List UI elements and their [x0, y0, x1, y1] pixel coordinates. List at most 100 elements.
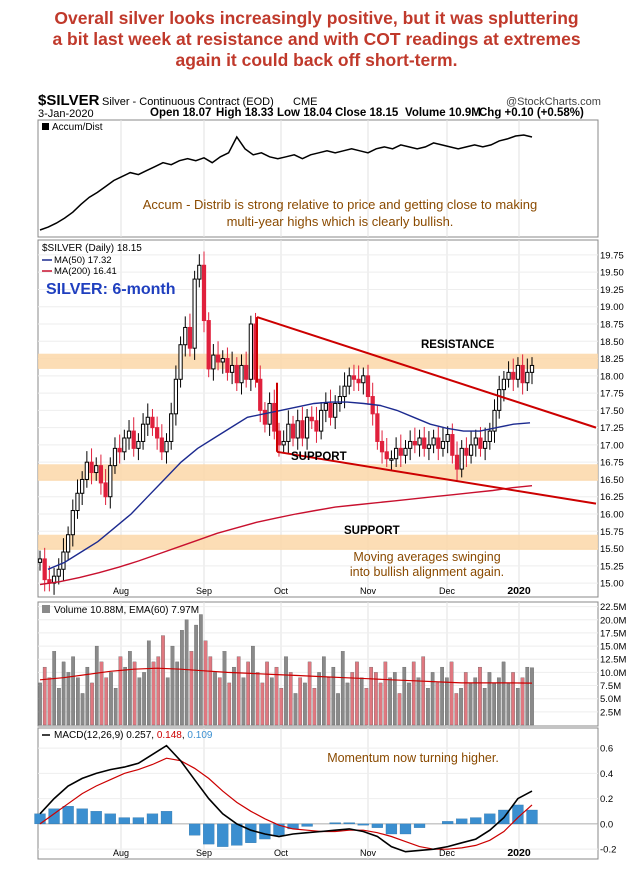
candle-body — [525, 371, 530, 384]
macd-x-tick-4: Dec — [439, 848, 456, 858]
candle-body — [487, 430, 492, 442]
price-y-tick-15: 16.00 — [600, 510, 624, 521]
candle-body — [206, 320, 211, 370]
volume-bar — [184, 619, 189, 726]
volume-bar — [146, 640, 151, 726]
candle-body — [520, 364, 525, 384]
macd-histogram-bar — [470, 817, 482, 825]
volume-bar — [473, 677, 478, 726]
volume-bar — [449, 661, 454, 726]
volume-bar — [515, 688, 520, 726]
volume-bar — [194, 624, 198, 726]
candle-body — [281, 440, 286, 446]
macd-histogram-bar — [371, 823, 383, 828]
candle-body — [169, 413, 174, 442]
price-y-tick-1: 19.50 — [600, 268, 624, 279]
candle-body — [515, 364, 521, 380]
headline-line-1: Overall silver looks increasingly positi… — [54, 8, 579, 28]
candle-body — [286, 423, 291, 442]
price-y-tick-19: 15.00 — [600, 579, 624, 590]
volume-bar — [440, 666, 444, 726]
volume-bar — [530, 667, 534, 726]
candle-body — [262, 409, 268, 425]
candle-body — [215, 354, 221, 363]
volume-legend: Volume 10.88M, EMA(60) 7.97M — [54, 605, 199, 616]
price-y-tick-13: 16.50 — [600, 475, 624, 486]
volume-bar — [123, 666, 127, 726]
candle-body — [98, 465, 104, 484]
macd-signal-line — [39, 757, 533, 850]
volume-bar — [246, 661, 250, 726]
price-y-tick-5: 18.50 — [600, 337, 624, 348]
price-y-tick-7: 18.00 — [600, 371, 624, 382]
volume-bar — [208, 656, 213, 726]
candle-body — [187, 326, 193, 349]
volume-bar — [57, 688, 61, 726]
volume-y-tick-7: 5.0M — [600, 694, 621, 705]
volume-bar — [378, 682, 383, 726]
candle-body — [422, 437, 427, 449]
volume-bar — [288, 672, 293, 726]
candle-body — [408, 440, 413, 449]
chart-symbol: $SILVER — [38, 92, 100, 109]
volume-y-tick-2: 17.5M — [600, 628, 626, 639]
volume-bar — [525, 666, 530, 726]
volume-bar — [435, 682, 440, 726]
macd-x-tick-0: Aug — [113, 848, 129, 858]
volume-bar — [227, 682, 232, 726]
upper-trendline — [256, 316, 597, 429]
volume-bar — [369, 666, 373, 726]
volume-bar — [374, 672, 378, 726]
ma50-line — [47, 401, 531, 570]
candle-body — [309, 416, 314, 422]
macd-histogram-bar — [442, 821, 454, 825]
macd-panel — [37, 727, 599, 860]
candle-body — [108, 465, 113, 498]
macd-y-tick-3: 0.0 — [600, 819, 613, 830]
candle-body — [459, 447, 464, 470]
volume-bar — [175, 661, 180, 726]
chart-instrument-name: Silver - Continuous Contract (EOD) — [102, 96, 274, 108]
candle-body — [239, 364, 244, 384]
candle-body — [248, 323, 253, 380]
macd-histogram-bar — [118, 817, 130, 825]
volume-bar — [203, 640, 208, 726]
resistance-label: RESISTANCE — [421, 339, 495, 351]
candle-body — [229, 364, 235, 373]
candle-body — [483, 440, 488, 449]
ohlc-low: Low 18.04 — [277, 107, 332, 119]
macd-y-tick-1: 0.4 — [600, 769, 613, 780]
price-panel — [37, 239, 599, 598]
volume-bar — [71, 656, 75, 726]
macd-legend: MACD(12,26,9) 0.257, 0.148, 0.109 — [54, 730, 213, 741]
macd-histogram-bar — [385, 823, 398, 835]
macd-histogram-bar — [146, 813, 159, 825]
volume-bar — [199, 614, 203, 726]
candle-body — [356, 378, 361, 384]
price-y-tick-3: 19.00 — [600, 302, 624, 313]
volume-bar — [213, 672, 217, 726]
candle-body — [155, 427, 160, 439]
candle-body — [304, 416, 310, 439]
volume-bar — [42, 666, 47, 726]
volume-bar — [104, 677, 109, 726]
candle-body — [337, 396, 343, 404]
macd-histogram-bar — [90, 811, 102, 825]
candle-body — [178, 344, 183, 380]
accum-dist-annotation: Accum - Distrib is strong relative to pr… — [142, 197, 538, 229]
volume-bar — [269, 677, 274, 726]
accum-dist-annotation-box: Accum - Distrib is strong relative to pr… — [142, 197, 538, 229]
volume-bar — [421, 656, 426, 726]
volume-bar — [180, 630, 184, 726]
volume-bar — [255, 672, 260, 726]
volume-bar — [222, 651, 227, 726]
candle-body — [295, 420, 300, 439]
candle-body — [103, 482, 108, 498]
volume-bar — [66, 672, 71, 726]
volume-bar — [397, 693, 402, 726]
stockcharts-credit: @StockCharts.com — [506, 96, 601, 108]
volume-bar — [109, 672, 113, 726]
macd-histogram-bar — [456, 818, 468, 825]
candle-body — [112, 447, 118, 467]
volume-bar — [284, 656, 288, 726]
